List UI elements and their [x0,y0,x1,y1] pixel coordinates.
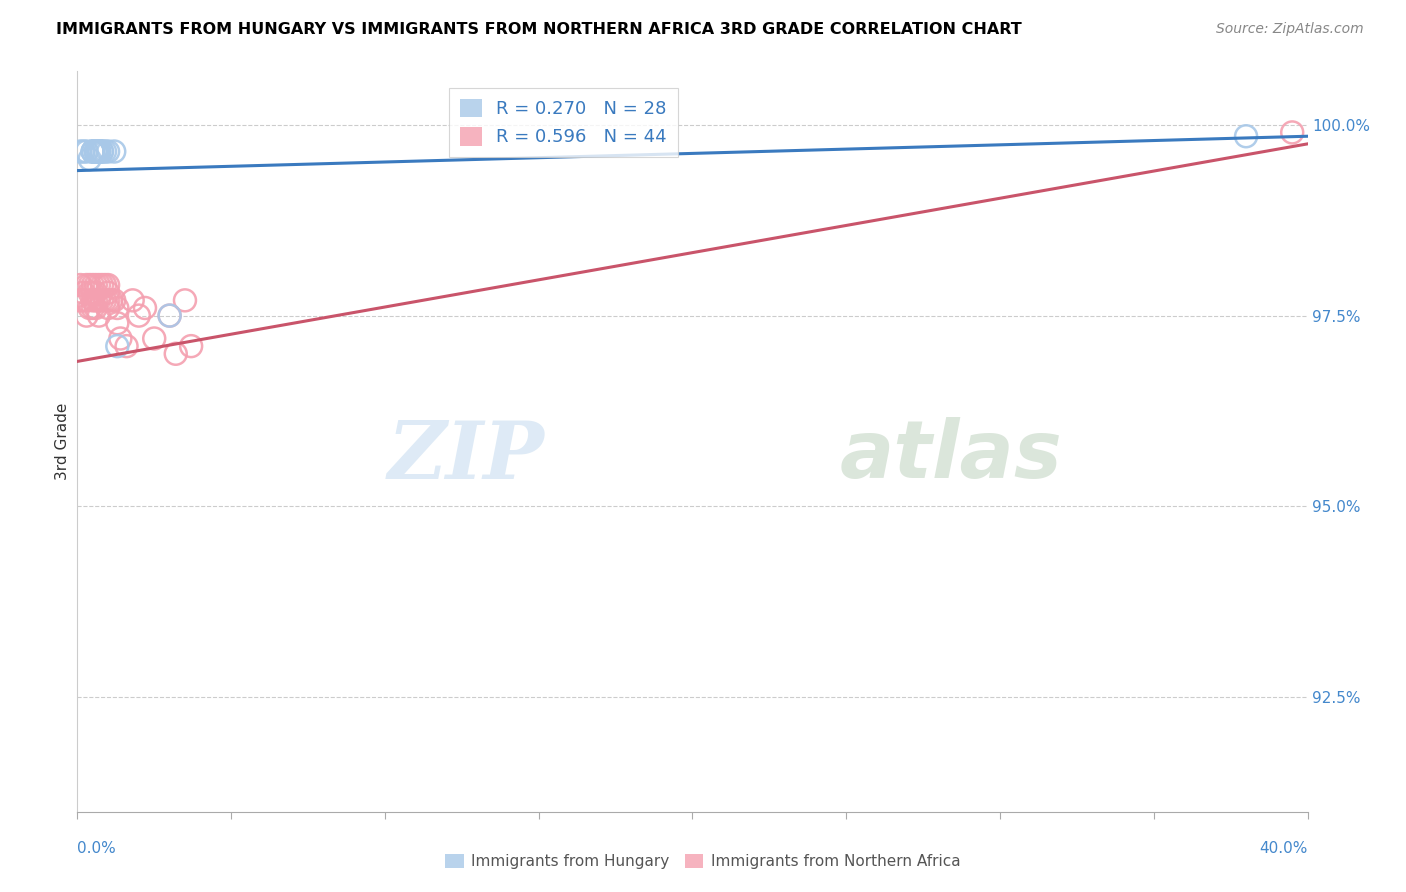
Point [76,278,98,293]
Point [82,301,104,315]
Point [79,285,101,300]
Point [69,293,91,308]
Point [84,145,107,159]
Point [87,293,110,308]
Text: 0.0%: 0.0% [77,841,117,856]
Point [180,339,202,353]
Point [84,145,107,159]
Point [79,301,101,315]
Point [82,145,104,159]
Point [87,278,110,293]
Point [82,145,104,159]
Point [84,145,107,159]
Point [84,293,107,308]
Point [115,339,138,353]
Point [72,145,94,159]
Point [82,145,104,159]
Point [87,145,110,159]
Point [97,145,120,159]
Point [97,278,120,293]
Point [87,145,110,159]
Point [97,301,120,315]
Point [103,293,125,308]
Text: ZIP: ZIP [388,417,546,495]
Point [82,293,104,308]
Point [90,145,114,159]
Legend: R = 0.270   N = 28, R = 0.596   N = 44: R = 0.270 N = 28, R = 0.596 N = 44 [450,87,678,157]
Point [97,293,120,308]
Point [128,309,150,323]
Point [94,293,117,308]
Point [1234,129,1257,144]
Point [134,301,156,315]
Point [1281,125,1303,139]
Point [72,285,94,300]
Point [100,293,122,308]
Point [97,285,120,300]
Point [87,145,110,159]
Point [87,145,110,159]
Text: 40.0%: 40.0% [1260,841,1308,856]
Point [76,145,98,159]
Point [90,145,114,159]
Point [90,293,114,308]
Point [121,293,143,308]
Point [87,145,110,159]
Point [84,301,107,315]
Text: IMMIGRANTS FROM HUNGARY VS IMMIGRANTS FROM NORTHERN AFRICA 3RD GRADE CORRELATION: IMMIGRANTS FROM HUNGARY VS IMMIGRANTS FR… [56,22,1022,37]
Point [143,331,166,345]
Point [174,293,197,308]
Point [105,339,128,353]
Point [76,309,98,323]
Point [90,278,114,293]
Point [72,293,94,308]
Point [87,309,110,323]
Point [87,145,110,159]
Point [87,145,110,159]
Point [82,285,104,300]
Point [87,145,110,159]
Point [79,152,101,166]
Point [110,331,132,345]
Point [76,293,98,308]
Point [84,285,107,300]
Point [87,145,110,159]
Point [87,145,110,159]
Legend: Immigrants from Hungary, Immigrants from Northern Africa: Immigrants from Hungary, Immigrants from… [439,848,967,875]
Point [69,278,91,293]
Point [159,309,181,323]
Point [105,316,128,330]
Point [159,309,181,323]
Text: atlas: atlas [841,417,1063,495]
Point [94,278,117,293]
Point [105,301,128,315]
Point [69,145,91,159]
Point [103,145,125,159]
Y-axis label: 3rd Grade: 3rd Grade [55,403,70,480]
Point [94,145,117,159]
Point [84,278,107,293]
Point [165,347,187,361]
Point [79,278,101,293]
Text: Source: ZipAtlas.com: Source: ZipAtlas.com [1216,22,1364,37]
Point [82,278,104,293]
